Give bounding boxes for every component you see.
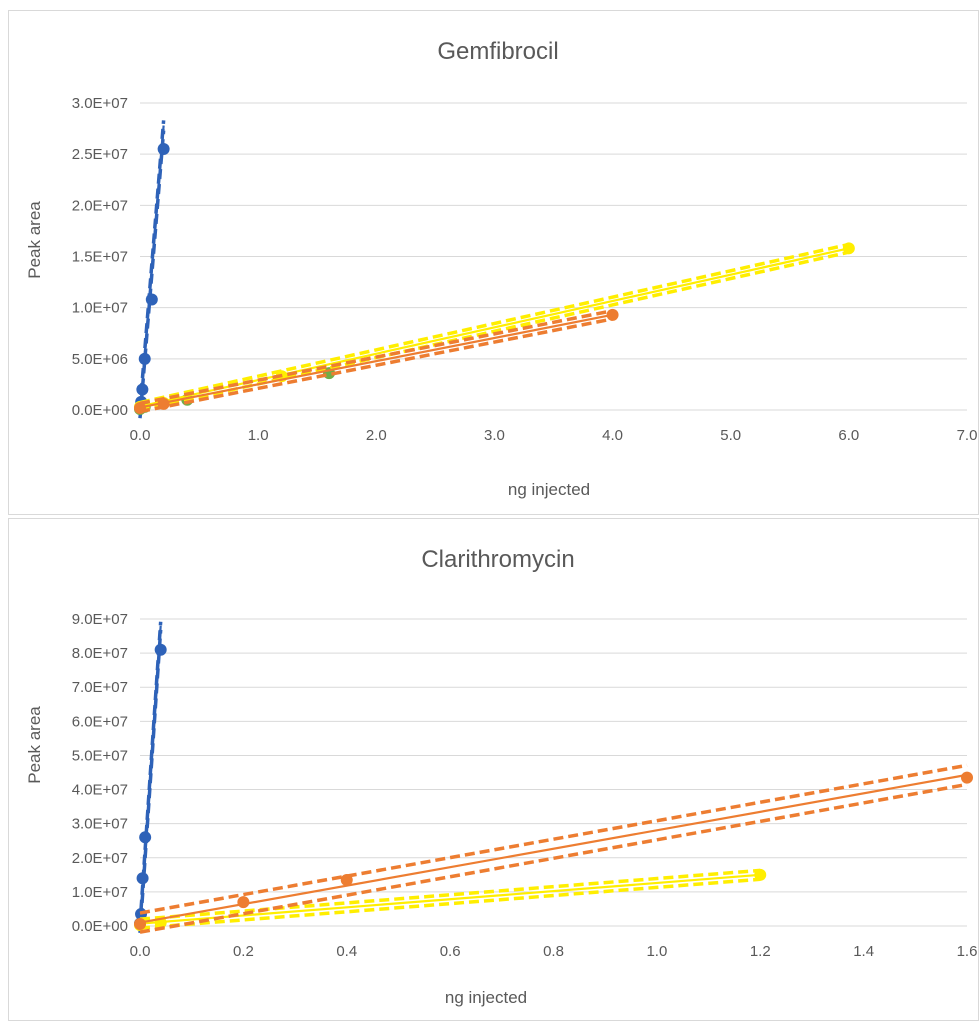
y-tick-label: 9.0E+07 [72, 611, 128, 628]
data-point [606, 308, 619, 321]
y-tick-label: 6.0E+07 [72, 713, 128, 730]
y-tick-label: 1.0E+07 [72, 884, 128, 901]
y-axis-title: Peak area [25, 706, 44, 784]
gemfibrocil-chart-svg: Gemfibrocil ng injected Peak area 0.0E+0… [25, 38, 978, 499]
y-tick-label: 0.0E+00 [72, 402, 128, 419]
gridlines [140, 102, 967, 411]
confidence-band-line [139, 309, 613, 406]
y-tick-label: 8.0E+07 [72, 645, 128, 662]
confidence-band-line [139, 782, 968, 934]
trend-line [139, 873, 761, 925]
y-tick-label: 1.0E+07 [72, 300, 128, 317]
gemfibrocil-chart: Gemfibrocil ng injected Peak area 0.0E+0… [8, 10, 979, 515]
data-point [139, 831, 152, 844]
data-point [138, 352, 151, 365]
x-tick-label: 4.0 [602, 427, 623, 444]
y-tick-label: 5.0E+07 [72, 747, 128, 764]
data-point [136, 872, 149, 885]
trend-line [139, 773, 968, 924]
y-tick-label: 2.0E+07 [72, 850, 128, 867]
confidence-band-line [139, 242, 850, 405]
x-tick-label: 0.6 [440, 943, 461, 960]
y-tick-label: 1.5E+07 [72, 249, 128, 266]
clarithromycin-chart: Clarithromycin ng injected Peak area 0.0… [8, 518, 979, 1021]
data-point [157, 143, 170, 156]
x-tick-label: 2.0 [366, 427, 387, 444]
series-0 [134, 621, 167, 933]
series-0 [134, 120, 170, 419]
series-1 [134, 868, 767, 931]
y-tick-label: 7.0E+07 [72, 679, 128, 696]
data-point [134, 917, 146, 930]
x-axis-title: ng injected [508, 480, 590, 499]
x-tick-label: 1.0 [646, 943, 667, 960]
data-point [961, 771, 973, 784]
data-point [157, 397, 170, 410]
x-tick-label: 3.0 [484, 427, 505, 444]
x-tick-label: 1.0 [248, 427, 269, 444]
chart-title: Clarithromycin [421, 546, 574, 573]
trend-line [139, 313, 613, 409]
x-tick-label: 0.2 [233, 943, 254, 960]
x-tick-label: 0.0 [130, 427, 151, 444]
series-3 [134, 308, 619, 414]
y-tick-label: 2.5E+07 [72, 146, 128, 163]
clarithromycin-chart-svg: Clarithromycin ng injected Peak area 0.0… [25, 546, 978, 1007]
y-tick-label: 0.0E+00 [72, 918, 128, 935]
confidence-band-line [139, 763, 968, 915]
x-tick-label: 6.0 [838, 427, 859, 444]
data-point [340, 873, 353, 886]
data-point [136, 383, 149, 396]
confidence-band-line [139, 868, 761, 921]
data-point [154, 643, 167, 656]
x-tick-label: 0.4 [336, 943, 357, 960]
series-2 [134, 763, 973, 934]
y-tick-label: 3.0E+07 [72, 95, 128, 112]
confidence-band-line [139, 317, 613, 414]
data-point [754, 868, 767, 881]
trend-line [138, 125, 165, 414]
y-tick-label: 4.0E+07 [72, 782, 128, 799]
x-tick-label: 1.2 [750, 943, 771, 960]
x-axis-title: ng injected [445, 988, 527, 1007]
gridlines [140, 618, 967, 927]
data-point [842, 242, 855, 255]
data-point [145, 293, 158, 306]
confidence-band-line [139, 877, 761, 930]
y-tick-label: 3.0E+07 [72, 816, 128, 833]
y-axis-title: Peak area [25, 201, 44, 279]
y-tick-label: 2.0E+07 [72, 197, 128, 214]
x-tick-label: 0.0 [130, 943, 151, 960]
chart-title: Gemfibrocil [437, 38, 558, 65]
y-tick-label: 5.0E+06 [72, 351, 128, 368]
x-tick-label: 7.0 [957, 427, 978, 444]
x-tick-label: 0.8 [543, 943, 564, 960]
data-point [237, 896, 250, 909]
x-tick-label: 1.4 [853, 943, 874, 960]
data-point [134, 401, 146, 414]
x-tick-label: 1.6 [957, 943, 978, 960]
x-tick-label: 5.0 [720, 427, 741, 444]
